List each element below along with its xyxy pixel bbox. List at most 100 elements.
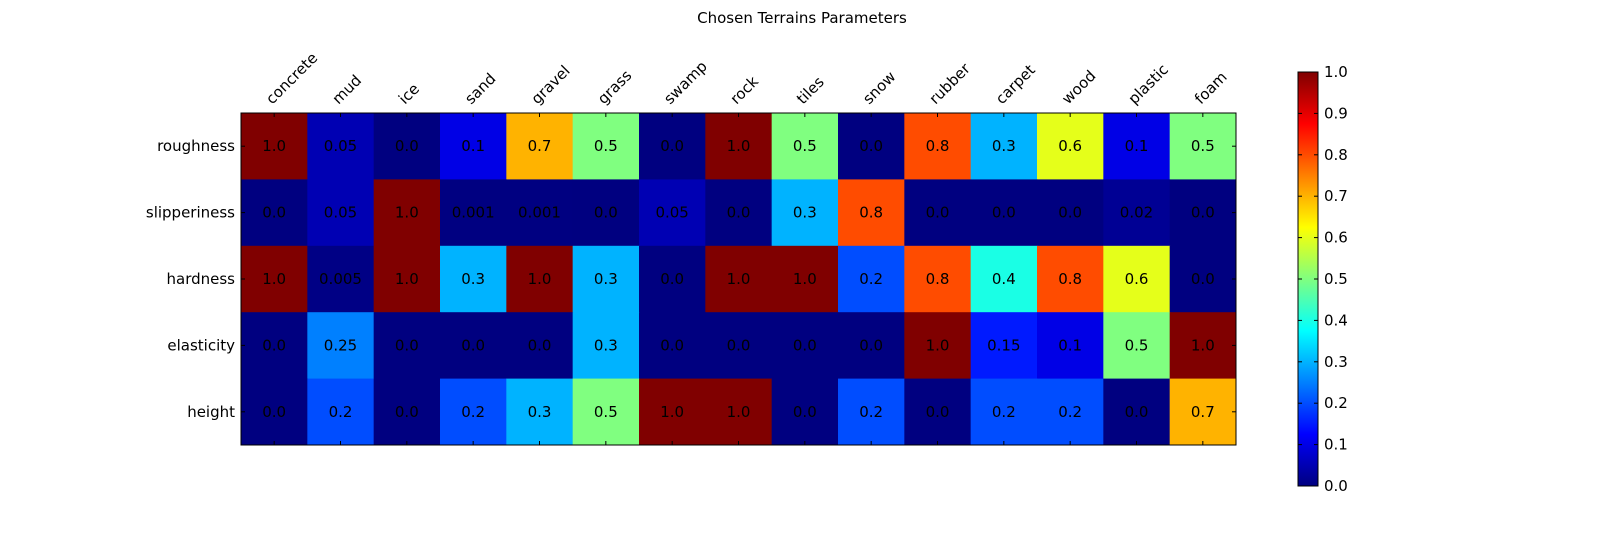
cell-value-label: 0.2 bbox=[859, 270, 883, 288]
heatmap-cell bbox=[705, 179, 773, 247]
colorbar-tick-label: 0.5 bbox=[1324, 270, 1348, 288]
cell-value-label: 0.0 bbox=[992, 204, 1016, 222]
heatmap-cell bbox=[1037, 378, 1104, 446]
colorbar-tick-label: 0.1 bbox=[1324, 436, 1348, 454]
x-tick-label: foam bbox=[1191, 68, 1231, 108]
cell-value-label: 0.2 bbox=[461, 403, 485, 421]
heatmap-cell bbox=[506, 245, 574, 313]
heatmap-cell bbox=[838, 378, 905, 446]
heatmap-cell bbox=[904, 312, 972, 380]
heatmap-cell bbox=[572, 378, 640, 446]
cell-value-label: 0.5 bbox=[594, 137, 618, 155]
cell-value-label: 0.5 bbox=[793, 137, 817, 155]
cell-value-label: 0.2 bbox=[329, 403, 353, 421]
cell-value-label: 1.0 bbox=[262, 137, 286, 155]
y-axis-labels: roughness slipperiness hardness elasticity h… bbox=[146, 137, 235, 421]
cell-value-label: 1.0 bbox=[660, 403, 684, 421]
cell-value-label: 0.0 bbox=[727, 336, 751, 354]
cell-value-label: 0.0 bbox=[262, 204, 286, 222]
cell-value-label: 0.02 bbox=[1120, 204, 1153, 222]
cell-value-label: 1.0 bbox=[1191, 336, 1215, 354]
chart-title: Chosen Terrains Parameters bbox=[697, 9, 907, 27]
x-tick-label: mud bbox=[329, 71, 366, 108]
heatmap-cell bbox=[241, 179, 308, 247]
heatmap-cell bbox=[307, 245, 375, 313]
heatmap-cell bbox=[440, 245, 507, 313]
heatmap-cell bbox=[1037, 113, 1104, 180]
cell-value-label: 0.0 bbox=[461, 336, 485, 354]
x-tick-label: tiles bbox=[793, 73, 828, 108]
x-tick-label: carpet bbox=[992, 61, 1039, 108]
cell-value-label: 0.5 bbox=[594, 403, 618, 421]
heatmap-cell bbox=[970, 179, 1038, 247]
cell-value-label: 0.2 bbox=[1058, 403, 1082, 421]
cell-value-label: 0.0 bbox=[594, 204, 618, 222]
colorbar-tick-label: 0.3 bbox=[1324, 353, 1348, 371]
heatmap-cell bbox=[440, 312, 507, 380]
heatmap-cell bbox=[1103, 245, 1171, 313]
cell-value-label: 0.0 bbox=[660, 270, 684, 288]
heatmap-cell bbox=[1103, 312, 1171, 380]
heatmap-cell bbox=[1103, 179, 1171, 247]
cell-value-label: 0.0 bbox=[660, 336, 684, 354]
heatmap-cell bbox=[705, 312, 773, 380]
cell-value-label: 0.6 bbox=[1058, 137, 1082, 155]
y-tick-label: hardness bbox=[167, 270, 236, 288]
cell-value-label: 0.8 bbox=[926, 270, 950, 288]
heatmap-cell bbox=[307, 113, 375, 180]
colorbar-tick-label: 0.7 bbox=[1324, 187, 1348, 205]
cell-value-label: 0.3 bbox=[594, 336, 618, 354]
x-tick-label: grass bbox=[594, 66, 636, 108]
cell-value-label: 0.0 bbox=[793, 336, 817, 354]
cell-value-label: 0.3 bbox=[528, 403, 552, 421]
cell-value-label: 0.0 bbox=[262, 403, 286, 421]
cell-value-label: 0.0 bbox=[395, 403, 419, 421]
x-tick-label: rock bbox=[727, 72, 763, 108]
heatmap-cell bbox=[705, 245, 773, 313]
y-tick-label: height bbox=[187, 403, 235, 421]
x-tick-label: wood bbox=[1058, 67, 1099, 108]
heatmap-cell bbox=[572, 113, 640, 180]
heatmap-cell bbox=[771, 378, 839, 446]
cell-value-label: 0.2 bbox=[992, 403, 1016, 421]
heatmap-cell bbox=[904, 179, 972, 247]
heatmap-cell bbox=[838, 245, 905, 313]
heatmap-cell bbox=[639, 179, 706, 247]
heatmap-cell bbox=[639, 312, 706, 380]
x-tick-label: gravel bbox=[528, 62, 574, 108]
cell-value-label: 0.05 bbox=[324, 204, 357, 222]
heatmap-cell bbox=[970, 245, 1038, 313]
cell-value-label: 0.05 bbox=[655, 204, 688, 222]
cell-value-label: 0.1 bbox=[461, 137, 485, 155]
heatmap-cell bbox=[904, 245, 972, 313]
cell-value-label: 0.3 bbox=[793, 204, 817, 222]
heatmap-cell bbox=[440, 179, 507, 247]
heatmap-cell bbox=[970, 312, 1038, 380]
heatmap-cell bbox=[373, 312, 441, 380]
heatmap-cell bbox=[705, 113, 773, 180]
heatmap-cell bbox=[241, 113, 308, 180]
heatmap-cell bbox=[1169, 378, 1237, 446]
heatmap-cell bbox=[1169, 312, 1237, 380]
cell-value-label: 0.1 bbox=[1125, 137, 1149, 155]
heatmap-cell bbox=[440, 378, 507, 446]
heatmap-cell bbox=[373, 179, 441, 247]
x-tick-label: sand bbox=[461, 70, 499, 108]
cell-value-label: 1.0 bbox=[727, 403, 751, 421]
heatmap-cell bbox=[904, 378, 972, 446]
cell-value-label: 0.8 bbox=[859, 204, 883, 222]
cell-value-label: 0.0 bbox=[395, 336, 419, 354]
colorbar-tick-label: 0.4 bbox=[1324, 311, 1348, 329]
heatmap-cell bbox=[639, 378, 706, 446]
heatmap-cell bbox=[506, 312, 574, 380]
heatmap-cell bbox=[1037, 179, 1104, 247]
cell-value-label: 0.5 bbox=[1125, 336, 1149, 354]
heatmap-cell bbox=[970, 378, 1038, 446]
heatmap-cell bbox=[838, 113, 905, 180]
cell-value-label: 1.0 bbox=[395, 270, 419, 288]
cell-value-label: 0.4 bbox=[992, 270, 1016, 288]
heatmap-cell-labels: 1.0 0.05 0.0 0.1 0.7 0.5 0.0 1.0 0.5 0.0 0.8 0.3 0.6… bbox=[262, 137, 1215, 421]
cell-value-label: 0.0 bbox=[1191, 270, 1215, 288]
heatmap-cell bbox=[639, 113, 706, 180]
